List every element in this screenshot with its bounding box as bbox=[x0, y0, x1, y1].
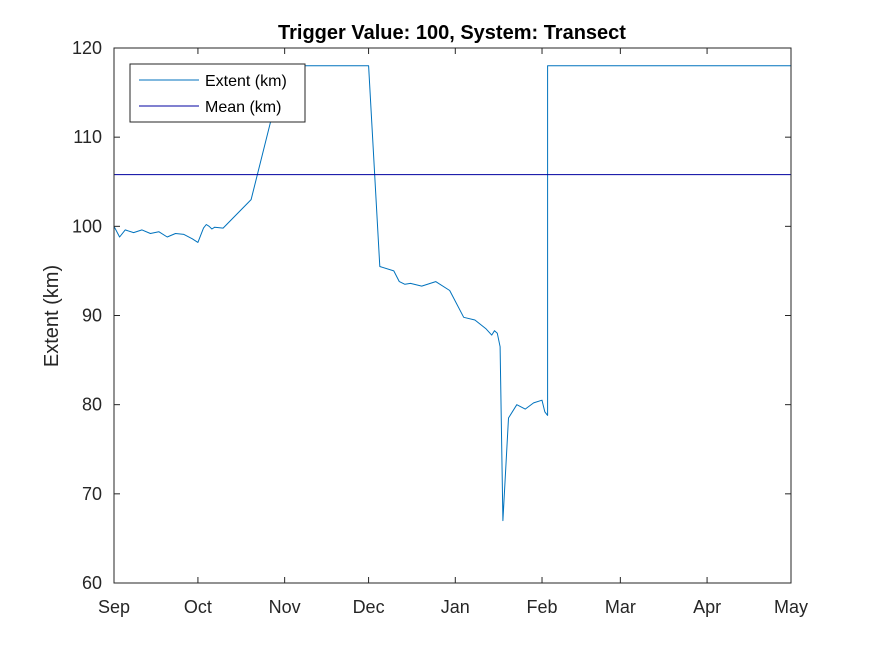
y-axis: 60 70 80 90 100 110 120 bbox=[72, 38, 791, 593]
legend-label-mean: Mean (km) bbox=[205, 99, 281, 116]
legend-label-extent: Extent (km) bbox=[205, 73, 287, 90]
x-tick-label: Nov bbox=[269, 597, 301, 617]
legend: Extent (km) Mean (km) bbox=[129, 63, 306, 123]
y-tick-label: 120 bbox=[72, 38, 102, 58]
y-tick-label: 80 bbox=[82, 395, 102, 415]
series-line-extent bbox=[113, 65, 791, 522]
x-tick-label: Mar bbox=[605, 597, 636, 617]
x-tick-label: Feb bbox=[527, 597, 558, 617]
x-axis: Sep Oct Nov Dec Jan Feb Mar Apr May bbox=[98, 48, 808, 617]
y-tick-label: 70 bbox=[82, 484, 102, 504]
y-axis-label: Extent (km) bbox=[41, 265, 63, 367]
plot-area bbox=[114, 48, 791, 583]
y-tick-label: 110 bbox=[73, 127, 102, 147]
y-tick-label: 100 bbox=[72, 216, 102, 236]
chart-title: Trigger Value: 100, System: Transect bbox=[278, 22, 626, 44]
y-tick-label: 60 bbox=[82, 573, 102, 593]
x-tick-label: May bbox=[774, 597, 808, 617]
x-tick-label: Dec bbox=[353, 597, 385, 617]
legend-box bbox=[129, 63, 306, 123]
x-tick-label: Oct bbox=[184, 597, 212, 617]
x-tick-label: Sep bbox=[98, 597, 130, 617]
series-layer bbox=[113, 65, 791, 522]
x-tick-label: Apr bbox=[693, 597, 721, 617]
x-tick-label: Jan bbox=[441, 597, 470, 617]
y-tick-label: 90 bbox=[82, 306, 102, 326]
